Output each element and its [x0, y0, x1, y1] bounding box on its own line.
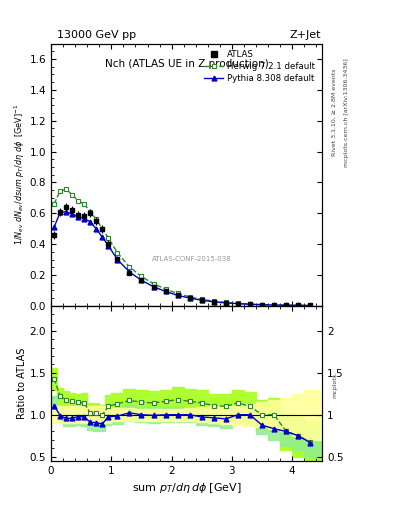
- Text: Z+Jet: Z+Jet: [290, 30, 321, 40]
- Y-axis label: $1/N_{ev}\ dN_{ev}/dsum\ p_{T}/d\eta\ d\phi\ \ [\mathrm{GeV}]^{-1}$: $1/N_{ev}\ dN_{ev}/dsum\ p_{T}/d\eta\ d\…: [13, 104, 27, 245]
- Text: mcplots.: mcplots.: [332, 371, 337, 397]
- Text: Nch (ATLAS UE in Z production): Nch (ATLAS UE in Z production): [105, 59, 268, 69]
- Text: Rivet 3.1.10, ≥ 2.8M events: Rivet 3.1.10, ≥ 2.8M events: [332, 69, 337, 156]
- Text: 13000 GeV pp: 13000 GeV pp: [57, 30, 136, 40]
- Text: ATLAS-CONF-2015-038: ATLAS-CONF-2015-038: [152, 255, 232, 262]
- Text: mcplots.cern.ch [arXiv:1306.3436]: mcplots.cern.ch [arXiv:1306.3436]: [344, 58, 349, 167]
- Y-axis label: Ratio to ATLAS: Ratio to ATLAS: [17, 348, 27, 419]
- X-axis label: sum $p_T/d\eta\,d\phi$ [GeV]: sum $p_T/d\eta\,d\phi$ [GeV]: [132, 481, 242, 495]
- Legend: ATLAS, Herwig 7.2.1 default, Pythia 8.308 default: ATLAS, Herwig 7.2.1 default, Pythia 8.30…: [202, 48, 318, 85]
